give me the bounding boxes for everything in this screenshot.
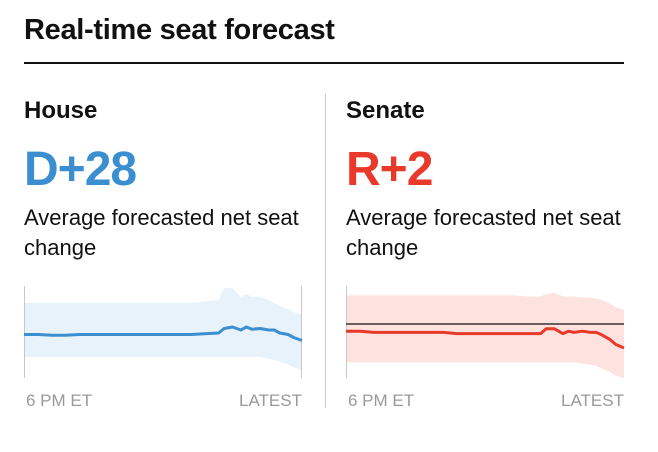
title-rule	[24, 62, 624, 64]
house-forecast-chart: 6 PM ET LATEST	[24, 286, 303, 410]
house-forecast-value: D+28	[24, 143, 137, 196]
senate-x-tick-start: 6 PM ET	[348, 391, 414, 410]
senate-x-tick-latest: LATEST	[561, 391, 624, 410]
senate-forecast-description: Average forecasted net seat change	[346, 205, 621, 260]
senate-forecast-chart: 6 PM ET LATEST	[346, 286, 625, 410]
house-x-tick-start: 6 PM ET	[26, 391, 92, 410]
house-forecast-line	[24, 325, 303, 342]
house-heading: House	[24, 97, 98, 124]
house-uncertainty-band	[24, 288, 302, 371]
house-forecast-description: Average forecasted net seat change	[24, 205, 299, 260]
senate-uncertainty-band	[346, 292, 624, 378]
senate-forecast-line	[346, 327, 625, 350]
panel-divider	[325, 94, 326, 408]
house-panel: House D+28 Average forecasted net seat c…	[24, 0, 314, 452]
senate-heading: Senate	[346, 97, 425, 124]
senate-forecast-value: R+2	[346, 143, 433, 196]
senate-panel: Senate R+2 Average forecasted net seat c…	[346, 0, 636, 452]
page-title: Real-time seat forecast	[24, 14, 335, 46]
house-x-tick-latest: LATEST	[239, 391, 302, 410]
